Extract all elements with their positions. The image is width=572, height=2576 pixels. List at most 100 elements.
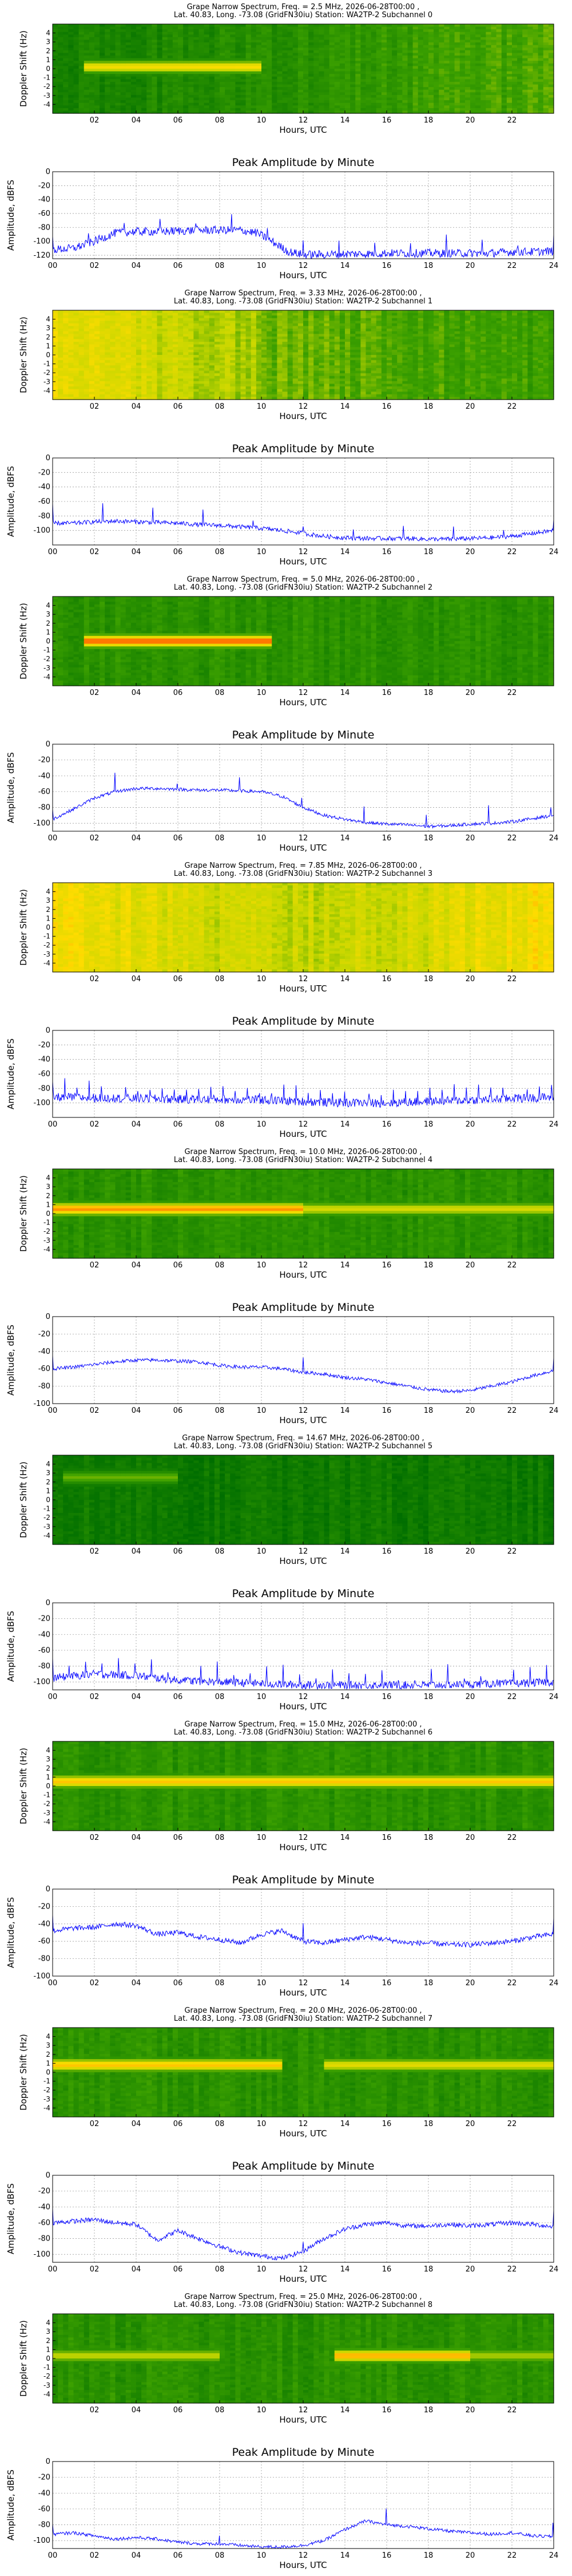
spectrogram-cell <box>204 64 210 66</box>
spectrogram-cell <box>141 318 147 321</box>
spectrogram-cell <box>538 37 544 40</box>
spectrogram-cell <box>491 82 497 85</box>
spectrogram-cell <box>152 378 157 381</box>
spectrogram-cell <box>141 321 147 323</box>
spectrogram-cell <box>465 72 471 74</box>
spectrogram-cell <box>53 40 58 43</box>
spectrogram-cell <box>188 61 194 64</box>
spectrogram-cell <box>214 323 220 326</box>
spectrogram-cell <box>53 384 58 386</box>
spectrogram-cell <box>450 45 455 48</box>
spectrogram-cell <box>173 27 178 30</box>
spectrogram-cell <box>53 315 58 318</box>
spectrogram-cell <box>162 100 168 103</box>
spectrogram-cell <box>455 82 460 85</box>
spectrogram-cell <box>74 318 80 321</box>
spectrogram-cell <box>121 92 126 95</box>
spectrogram-cell <box>157 329 163 331</box>
spectrogram-cell <box>533 95 539 98</box>
spectrogram-cell <box>434 27 439 30</box>
spectrogram-cell <box>116 61 121 64</box>
spectrogram-cell <box>58 95 63 98</box>
spectrogram-cell <box>293 85 299 88</box>
spectrogram-cell <box>220 97 225 100</box>
spectrogram-cell <box>146 392 152 394</box>
spectrogram-cell <box>136 61 142 64</box>
spectrogram-cell <box>293 32 299 35</box>
spectrogram-cell <box>100 392 105 394</box>
spectrogram-cell <box>465 37 471 40</box>
spectrogram-cell <box>538 53 544 56</box>
spectrogram-cell <box>512 45 518 48</box>
spectrogram-cell <box>204 337 210 339</box>
spectrogram-cell <box>313 85 319 88</box>
spectrogram-cell <box>439 103 444 106</box>
spectrogram-cell <box>360 37 366 40</box>
spectrogram-cell <box>168 384 173 386</box>
spectrogram-cell <box>439 90 444 93</box>
spectrogram-cell <box>397 72 403 74</box>
spectrogram-cell <box>168 77 173 80</box>
spectrogram-cell <box>121 352 126 355</box>
spectrogram-cell <box>178 371 184 374</box>
spectrogram-cell <box>444 58 450 61</box>
spectrogram-cell <box>455 79 460 82</box>
spectrogram-cell <box>141 77 147 80</box>
spectrogram-cell <box>136 72 142 74</box>
spectrogram-cell <box>267 82 272 85</box>
spectrogram-cell <box>272 42 277 45</box>
spectrogram-cell <box>382 79 387 82</box>
spectrogram-cell <box>220 90 225 93</box>
spectrogram-cell <box>84 37 90 40</box>
spectrogram-cell <box>507 53 513 56</box>
spectrogram-cell <box>53 42 58 45</box>
spectrogram-cell <box>439 24 444 27</box>
spectrogram-cell <box>230 40 236 43</box>
spectrogram-cell <box>68 95 74 98</box>
spectrogram-cell <box>157 77 163 80</box>
spectrogram-cell <box>116 376 121 379</box>
spectrogram-cell <box>105 97 110 100</box>
spectrogram-cell <box>84 384 90 386</box>
spectrogram-cell <box>549 50 554 53</box>
spectrogram-cell <box>480 56 486 58</box>
spectrogram-cell <box>402 32 408 35</box>
spectrogram-cell <box>214 79 220 82</box>
spectrogram-cell <box>94 90 100 93</box>
spectrogram-cell <box>329 108 335 111</box>
spectrogram-cell <box>100 108 105 111</box>
spectrogram-cell <box>230 77 236 80</box>
spectrogram-cell <box>178 355 184 358</box>
spectrogram-cell <box>146 34 152 37</box>
spectrogram-cell <box>480 64 486 66</box>
spectrogram-cell <box>413 95 419 98</box>
spectrogram-cell <box>94 87 100 90</box>
spectrogram-cell <box>246 103 252 106</box>
spectrogram-cell <box>173 108 178 111</box>
spectrogram-cell <box>214 310 220 313</box>
spectrogram-cell <box>188 66 194 69</box>
spectrogram-cell <box>173 339 178 342</box>
spectrogram-cell <box>214 392 220 394</box>
spectrogram-cell <box>116 373 121 376</box>
spectrogram-cell <box>74 69 80 72</box>
spectrogram-cell <box>141 392 147 394</box>
spectrogram-cell <box>246 56 252 58</box>
spectrogram-cell <box>450 97 455 100</box>
spectrogram-cell <box>220 34 225 37</box>
spectrogram-cell <box>220 37 225 40</box>
spectrogram-cell <box>204 389 210 392</box>
spectrogram-cell <box>178 97 184 100</box>
spectrogram-cell <box>105 318 110 321</box>
spectrogram-cell <box>188 318 194 321</box>
spectrogram-cell <box>277 50 283 53</box>
spectrogram-cell <box>116 352 121 355</box>
spectrogram-cell <box>168 66 173 69</box>
spectrogram-cell <box>241 66 247 69</box>
spectrogram-cell <box>272 87 277 90</box>
spectrogram-cell <box>313 56 319 58</box>
spectrogram-cell <box>533 97 539 100</box>
spectrogram-cell <box>84 64 90 66</box>
spectrogram-cell <box>209 360 215 363</box>
spectrogram-cell <box>277 24 283 27</box>
